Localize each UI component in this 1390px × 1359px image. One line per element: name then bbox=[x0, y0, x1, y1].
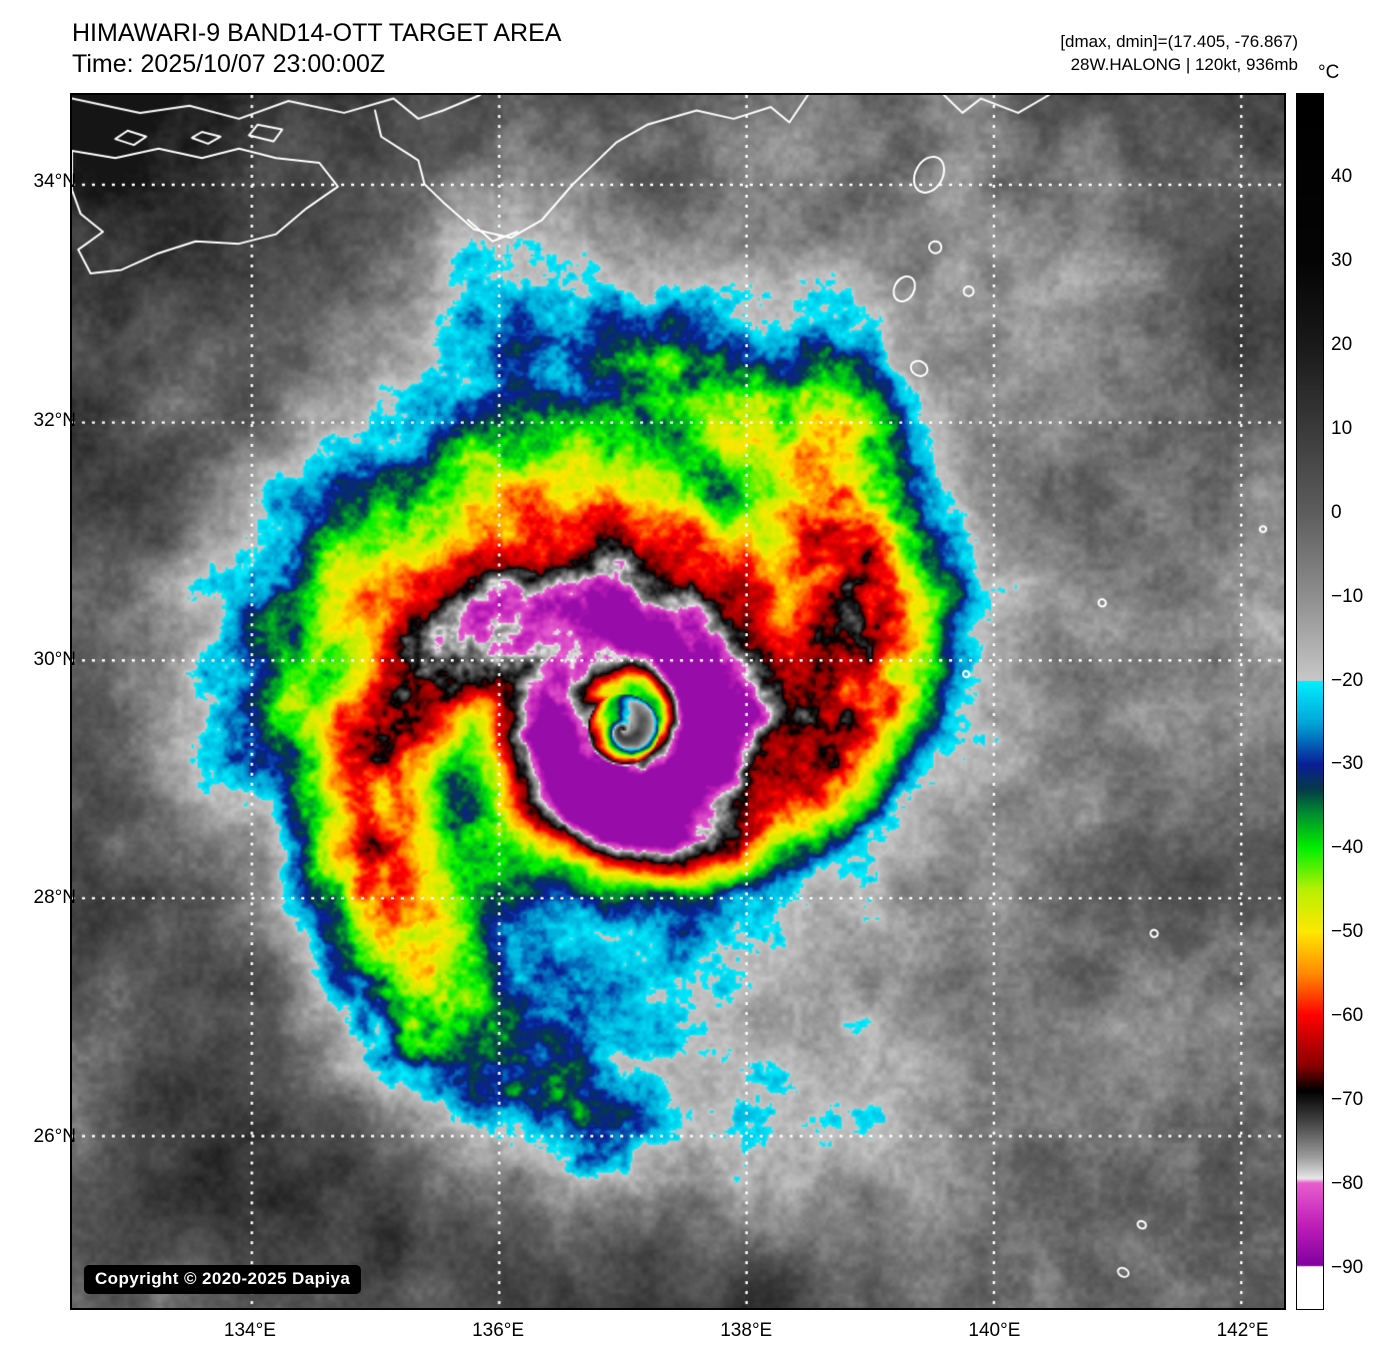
colorbar-tick--80: −80 bbox=[1331, 1173, 1364, 1195]
colorbar-gradient bbox=[1297, 94, 1323, 1309]
colorbar-tick-0: 0 bbox=[1331, 501, 1342, 523]
lon-tick-136: 136°E bbox=[472, 1320, 525, 1341]
lon-tick-134: 134°E bbox=[223, 1320, 276, 1341]
colorbar-tick--40: −40 bbox=[1331, 837, 1364, 859]
lat-tick-32: 32°N bbox=[33, 410, 76, 432]
colorbar-tick--10: −10 bbox=[1331, 585, 1364, 607]
title-line-1: HIMAWARI-9 BAND14-OTT TARGET AREA bbox=[72, 19, 562, 47]
colorbar-tick-20: 20 bbox=[1331, 333, 1353, 355]
copyright-watermark: Copyright © 2020-2025 Dapiya bbox=[84, 1265, 362, 1294]
lon-tick-140: 140°E bbox=[968, 1320, 1021, 1341]
colorbar-tick--20: −20 bbox=[1331, 669, 1364, 691]
lat-tick-26: 26°N bbox=[33, 1125, 76, 1147]
colorbar-unit-label: °C bbox=[1318, 62, 1340, 83]
colorbar-tick-40: 40 bbox=[1331, 165, 1353, 187]
colorbar-tick--60: −60 bbox=[1331, 1005, 1364, 1027]
lat-tick-30: 30°N bbox=[33, 648, 76, 670]
colorbar-tick-10: 10 bbox=[1331, 417, 1353, 439]
colorbar-tick--50: −50 bbox=[1331, 921, 1364, 943]
page-title: HIMAWARI-9 BAND14-OTT TARGET AREA Time: … bbox=[72, 18, 561, 80]
dmax-dmin-label: [dmax, dmin]=(17.405, -76.867) bbox=[1060, 32, 1298, 51]
title-line-2: Time: 2025/10/07 23:00:00Z bbox=[72, 50, 386, 78]
satellite-image-plot: Copyright © 2020-2025 Dapiya bbox=[70, 93, 1286, 1310]
lon-tick-142: 142°E bbox=[1216, 1320, 1269, 1341]
temperature-colorbar bbox=[1296, 93, 1324, 1310]
coastline-and-gridline-overlay bbox=[72, 95, 1284, 1308]
metadata-block: [dmax, dmin]=(17.405, -76.867) 28W.HALON… bbox=[1060, 30, 1298, 76]
lon-tick-138: 138°E bbox=[720, 1320, 773, 1341]
colorbar-tick--70: −70 bbox=[1331, 1089, 1364, 1111]
lat-tick-34: 34°N bbox=[33, 171, 76, 193]
storm-info-label: 28W.HALONG | 120kt, 936mb bbox=[1070, 55, 1298, 74]
colorbar-tick--90: −90 bbox=[1331, 1257, 1364, 1279]
lat-tick-28: 28°N bbox=[33, 887, 76, 909]
colorbar-tick--30: −30 bbox=[1331, 753, 1364, 775]
colorbar-tick-30: 30 bbox=[1331, 249, 1353, 271]
